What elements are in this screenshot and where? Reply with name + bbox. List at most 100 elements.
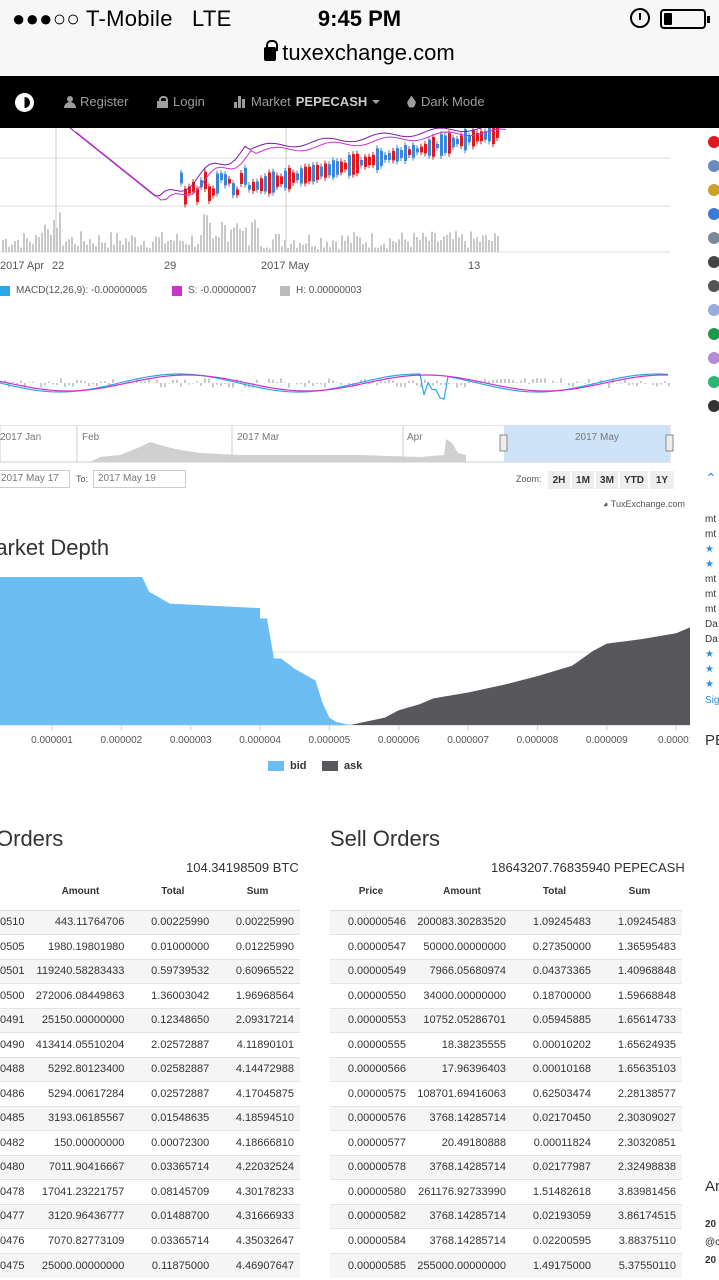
histogram-bar bbox=[616, 383, 618, 384]
register-link[interactable]: Register bbox=[64, 94, 128, 109]
table-row[interactable]: 0488 5292.80123400 0.02582887 4.14472988 bbox=[0, 1056, 300, 1082]
volume-bar bbox=[185, 244, 187, 252]
coin-icon[interactable] bbox=[708, 136, 719, 148]
zoom-1m-button[interactable]: 1M bbox=[572, 471, 594, 489]
candle-body bbox=[220, 173, 223, 181]
table-row[interactable]: 0.00000577 20.49180888 0.00011824 2.3032085… bbox=[330, 1130, 682, 1155]
sum-cell: 4.31666933 bbox=[215, 1203, 300, 1229]
chevron-up-icon[interactable]: ⌃ bbox=[705, 470, 717, 486]
histogram-bar bbox=[80, 380, 82, 383]
navigator-handle-right[interactable] bbox=[665, 434, 674, 452]
address-bar[interactable]: tuxexchange.com bbox=[0, 40, 719, 66]
table-row[interactable]: 0486 5294.00617284 0.02572887 4.17045875 bbox=[0, 1081, 300, 1106]
table-row[interactable]: 0.00000549 7966.05680974 0.04373365 1.40968… bbox=[330, 958, 682, 984]
market-dropdown[interactable]: Market PEPECASH bbox=[234, 94, 381, 109]
panel-heading: Ar bbox=[705, 1178, 719, 1195]
coin-icon[interactable] bbox=[708, 160, 719, 172]
coin-icon[interactable] bbox=[708, 328, 719, 340]
candle-body bbox=[196, 188, 199, 203]
coin-icon[interactable] bbox=[708, 256, 719, 268]
range-from-input[interactable]: 2017 May 17 bbox=[0, 470, 70, 488]
table-row[interactable]: 0478 17041.23221757 0.08145709 4.30178233 bbox=[0, 1179, 300, 1204]
table-row[interactable]: 0.00000553 10752.05286701 0.05945885 1.6561… bbox=[330, 1007, 682, 1033]
volume-bar bbox=[314, 246, 316, 252]
coin-icon[interactable] bbox=[708, 352, 719, 364]
volume-bar bbox=[26, 238, 28, 252]
histogram-bar bbox=[608, 383, 610, 388]
volume-bar bbox=[347, 235, 349, 252]
table-row[interactable]: 0485 3193.06185567 0.01548635 4.18594510 bbox=[0, 1105, 300, 1131]
table-row[interactable]: 0.00000546 200083.30283520 1.09245483 1.092… bbox=[330, 909, 682, 935]
sum-cell: 0.60965522 bbox=[215, 958, 300, 984]
volume-bar bbox=[395, 242, 397, 252]
table-row[interactable]: 0.00000584 3768.14285714 0.02200595 3.88375… bbox=[330, 1228, 682, 1253]
announcement-handle: @c bbox=[705, 1237, 719, 1248]
table-row[interactable]: 0.00000566 17.96396403 0.00010168 1.6563510… bbox=[330, 1056, 682, 1082]
histogram-bar bbox=[128, 380, 130, 383]
sum-cell: 4.35032647 bbox=[215, 1228, 300, 1253]
coin-icon[interactable] bbox=[708, 376, 719, 388]
navigator-selection[interactable] bbox=[504, 425, 670, 462]
zoom-ytd-button[interactable]: YTD bbox=[620, 471, 648, 489]
price-candlestick-chart[interactable]: 2017 Apr 22 29 2017 May 13 bbox=[0, 128, 690, 278]
table-row[interactable]: 0482 150.00000000 0.00072300 4.18666810 bbox=[0, 1130, 300, 1155]
volume-bar bbox=[467, 247, 469, 252]
macd-swatch bbox=[0, 285, 10, 296]
table-row[interactable]: 0500 272006.08449863 1.36003042 1.96968564 bbox=[0, 983, 300, 1008]
table-row[interactable]: 0501 119240.58283433 0.59739532 0.60965522 bbox=[0, 958, 300, 984]
navigator-handle-left[interactable] bbox=[499, 434, 508, 452]
volume-bar bbox=[110, 232, 112, 252]
zoom-3m-button[interactable]: 3M bbox=[596, 471, 618, 489]
histogram-bar bbox=[68, 383, 70, 386]
table-row[interactable]: 0490 413414.05510204 2.02572887 4.11890101 bbox=[0, 1032, 300, 1057]
table-row[interactable]: 0.00000555 18.38235555 0.00010202 1.6562493… bbox=[330, 1032, 682, 1057]
coin-icon[interactable] bbox=[708, 304, 719, 316]
range-navigator[interactable]: 2017 Jan Feb 2017 Mar Apr 2017 May bbox=[0, 425, 690, 465]
table-row[interactable]: 0.00000578 3768.14285714 0.02177987 2.32498… bbox=[330, 1154, 682, 1180]
sign-in-link[interactable]: Sig bbox=[705, 695, 719, 706]
table-row[interactable]: 0.00000547 50000.00000000 0.27350000 1.3659… bbox=[330, 934, 682, 959]
histogram-bar bbox=[520, 380, 522, 383]
chart-credit[interactable]: ◕ TuxExchange.com bbox=[603, 499, 685, 509]
table-row[interactable]: 0.00000575 108701.69416063 0.62503474 2.281… bbox=[330, 1081, 682, 1106]
volume-bar bbox=[401, 232, 403, 252]
dark-mode-label: Dark Mode bbox=[421, 94, 485, 109]
candle-body bbox=[352, 154, 355, 175]
histogram-bar bbox=[212, 383, 214, 388]
coin-icon[interactable] bbox=[708, 232, 719, 244]
zoom-1y-button[interactable]: 1Y bbox=[650, 471, 674, 489]
table-row[interactable]: 0491 25150.00000000 0.12348650 2.09317214 bbox=[0, 1007, 300, 1033]
tux-logo-icon[interactable] bbox=[15, 93, 34, 112]
candle-body bbox=[416, 148, 419, 153]
coin-icon[interactable] bbox=[708, 184, 719, 196]
range-to-input[interactable]: 2017 May 19 bbox=[93, 470, 186, 488]
macd-indicator-chart[interactable] bbox=[0, 345, 690, 415]
table-row[interactable]: 0.00000585 255000.00000000 1.49175000 5.375… bbox=[330, 1252, 682, 1278]
table-row[interactable]: 0480 7011.90416667 0.03365714 4.22032524 bbox=[0, 1154, 300, 1180]
coin-icon[interactable] bbox=[708, 400, 719, 412]
table-row[interactable]: 0.00000580 261176.92733990 1.51482618 3.839… bbox=[330, 1179, 682, 1204]
dark-mode-toggle[interactable]: Dark Mode bbox=[407, 94, 485, 109]
coin-icon[interactable] bbox=[708, 280, 719, 292]
bid-legend[interactable]: bid bbox=[268, 760, 307, 772]
table-row[interactable]: 0.00000582 3768.14285714 0.02193059 3.86174… bbox=[330, 1203, 682, 1229]
histogram-bar bbox=[40, 383, 42, 388]
zoom-2h-button[interactable]: 2H bbox=[548, 471, 570, 489]
table-row[interactable]: 0.00000550 34000.00000000 0.18700000 1.5966… bbox=[330, 983, 682, 1008]
market-depth-chart[interactable]: 0.000001 0.000002 0.000003 0.000004 0.000005… bbox=[0, 572, 690, 772]
login-link[interactable]: Login bbox=[157, 94, 205, 109]
table-row[interactable]: 0505 1980.19801980 0.01000000 0.01225990 bbox=[0, 934, 300, 959]
table-row[interactable]: 0477 3120.96436777 0.01488700 4.31666933 bbox=[0, 1203, 300, 1229]
price-cell: 0.00000549 bbox=[330, 958, 412, 984]
table-row[interactable]: 0475 25000.00000000 0.11875000 4.46907647 bbox=[0, 1252, 300, 1278]
volume-bar bbox=[353, 232, 355, 252]
volume-bar bbox=[155, 236, 157, 252]
table-row[interactable]: 0510 443.11764706 0.00225990 0.00225990 bbox=[0, 909, 300, 935]
histogram-bar bbox=[164, 383, 166, 388]
battery-icon bbox=[660, 9, 710, 29]
table-row[interactable]: 0.00000576 3768.14285714 0.02170450 2.30309… bbox=[330, 1105, 682, 1131]
table-row[interactable]: 0476 7070.82773109 0.03365714 4.35032647 bbox=[0, 1228, 300, 1253]
ask-legend[interactable]: ask bbox=[322, 760, 362, 772]
histogram-bar bbox=[668, 383, 670, 387]
coin-icon[interactable] bbox=[708, 208, 719, 220]
